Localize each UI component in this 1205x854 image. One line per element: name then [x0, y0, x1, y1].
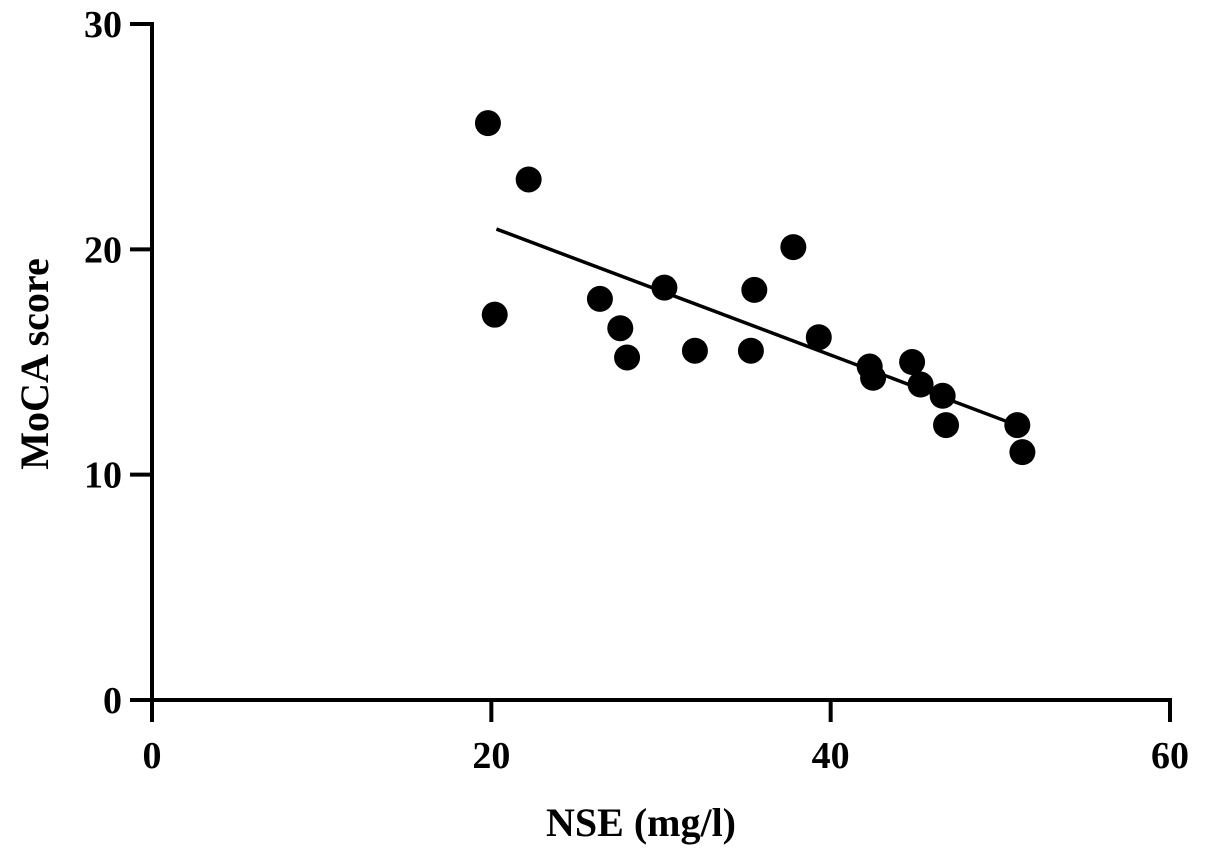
data-point [586, 285, 613, 312]
x-axis-ticks: 0 20 40 60 [143, 700, 1189, 777]
data-point [780, 234, 807, 261]
y-tick-label: 0 [103, 680, 122, 722]
y-axis-title: MoCA score [12, 258, 57, 469]
data-point [481, 301, 508, 328]
data-point [607, 315, 634, 342]
data-point [614, 344, 641, 371]
data-point [681, 337, 708, 364]
y-axis-ticks: 0 10 20 30 [84, 4, 152, 722]
x-tick-label: 40 [812, 735, 850, 777]
data-point [860, 364, 887, 391]
data-point [651, 274, 678, 301]
data-points [474, 110, 1036, 466]
data-point [474, 110, 501, 137]
data-point [805, 324, 832, 351]
y-tick-label: 20 [84, 229, 122, 271]
x-tick-label: 0 [143, 735, 162, 777]
data-point [1009, 439, 1036, 466]
y-tick-label: 10 [84, 455, 122, 497]
data-point [737, 337, 764, 364]
x-tick-label: 60 [1151, 735, 1189, 777]
y-tick-label: 30 [84, 4, 122, 46]
x-axis-title: NSE (mg/l) [546, 800, 736, 845]
data-point [515, 166, 542, 193]
data-point [907, 371, 934, 398]
data-point [1004, 412, 1031, 439]
data-point [899, 349, 926, 375]
data-point [933, 412, 960, 439]
data-point [741, 276, 768, 303]
data-point [929, 382, 956, 409]
axes [150, 22, 1172, 702]
x-tick-label: 20 [472, 735, 510, 777]
